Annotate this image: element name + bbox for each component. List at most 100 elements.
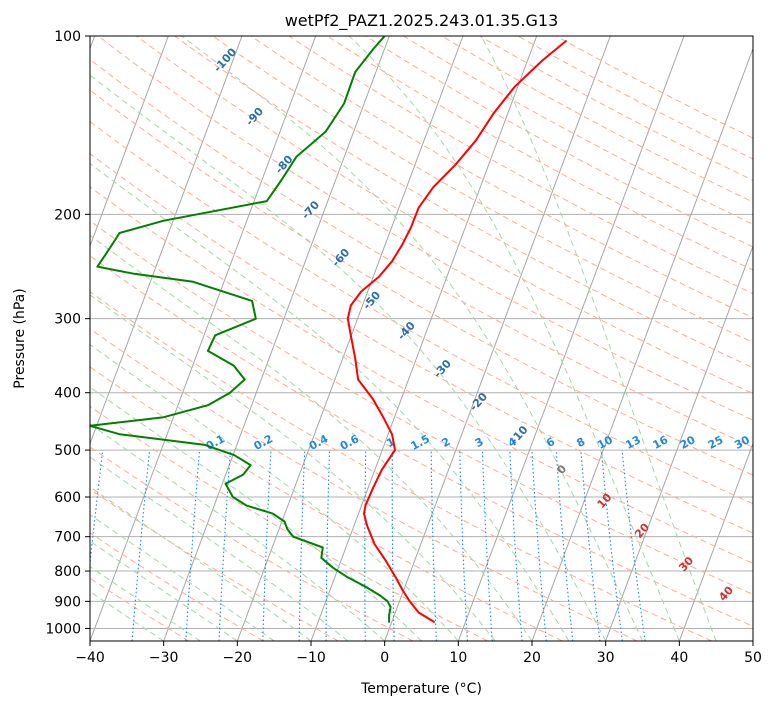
mixing-ratio-label: 3 bbox=[473, 435, 486, 450]
dry-adiabat-line bbox=[441, 36, 753, 203]
isotherm-line bbox=[752, 639, 753, 641]
skewed-isotherms bbox=[90, 36, 753, 641]
dry-adiabat-line bbox=[288, 36, 753, 295]
y-tick-label: 1000 bbox=[45, 621, 81, 637]
dry-adiabat-line bbox=[90, 120, 753, 505]
pressure-gridlines bbox=[90, 36, 753, 629]
dry-adiabat-line bbox=[212, 36, 753, 344]
mixing-ratio-label: 36 bbox=[759, 433, 775, 452]
dry-adiabat-line bbox=[90, 488, 339, 641]
profile-series bbox=[90, 36, 567, 623]
x-tick-label: 50 bbox=[744, 650, 762, 666]
moist-adiabat-line bbox=[90, 294, 496, 641]
dry-adiabat-line bbox=[97, 36, 753, 421]
x-tick-label: −10 bbox=[296, 650, 326, 666]
mixing-ratio-label: 16 bbox=[651, 433, 671, 452]
dry-adiabat-line bbox=[90, 532, 264, 641]
plot-frame bbox=[89, 35, 754, 642]
isotherm-line bbox=[310, 36, 538, 641]
axes: −40 −30 −20 −10 0 10 20 30 40 5010009008007006005… bbox=[45, 29, 762, 666]
mixing-ratio-line bbox=[325, 450, 331, 641]
dry-adiabat-line bbox=[174, 36, 753, 369]
mixing-ratio-line bbox=[185, 450, 201, 641]
isotherm-line bbox=[605, 244, 753, 641]
mixing-ratio-line bbox=[459, 450, 469, 641]
dry-adiabat-line bbox=[403, 36, 753, 225]
isotherm-line bbox=[678, 442, 753, 641]
x-tick-label: −30 bbox=[149, 650, 179, 666]
mixing-ratio-line bbox=[131, 450, 151, 641]
dry-adiabat-line bbox=[90, 577, 190, 641]
dry-adiabat-line bbox=[326, 36, 753, 271]
x-tick-label: −20 bbox=[223, 650, 253, 666]
dry-adiabat-line bbox=[136, 36, 753, 395]
mixing-ratio-line bbox=[580, 450, 601, 641]
isotherm-line bbox=[531, 47, 753, 641]
isotherm-line bbox=[90, 36, 317, 641]
moist-adiabat-line bbox=[90, 162, 570, 641]
y-tick-label: 500 bbox=[54, 443, 81, 459]
dry-adiabat-line bbox=[250, 36, 753, 319]
y-tick-label: 700 bbox=[54, 530, 81, 546]
y-tick-label: 300 bbox=[54, 312, 81, 328]
moist-adiabat-label: -40 bbox=[395, 319, 418, 343]
dry-adiabat-line bbox=[90, 255, 753, 627]
moist-adiabat-line bbox=[90, 540, 238, 641]
mixing-ratio-label: 6 bbox=[544, 435, 557, 450]
mixing-ratio-line bbox=[531, 450, 547, 641]
mixing-ratio-label: 2 bbox=[440, 435, 453, 450]
moist-adiabat-label: -100 bbox=[211, 45, 239, 74]
moist-adiabat-line bbox=[90, 423, 386, 641]
mixing-ratio-line bbox=[600, 450, 623, 641]
y-tick-label: 600 bbox=[54, 490, 81, 506]
x-tick-label: −40 bbox=[75, 650, 105, 666]
mixing-ratio-line bbox=[298, 450, 306, 641]
y-tick-label: 200 bbox=[54, 207, 81, 223]
isotherm-line bbox=[457, 36, 685, 641]
dry-adiabat-line bbox=[90, 328, 638, 641]
mixing-ratio-label: 10 bbox=[595, 433, 615, 452]
moist-adiabat-label: -30 bbox=[431, 357, 454, 381]
isotherm-line bbox=[90, 36, 243, 445]
moist-adiabat-label: -90 bbox=[243, 105, 266, 129]
x-tick-label: 30 bbox=[597, 650, 615, 666]
moist-adiabat-line bbox=[90, 486, 312, 641]
isotherm-line bbox=[384, 36, 611, 641]
mixing-ratio-line bbox=[364, 450, 367, 641]
moist-adiabat-label: -50 bbox=[360, 289, 383, 313]
y-tick-label: 100 bbox=[54, 29, 81, 45]
dry-adiabat-line bbox=[90, 186, 753, 564]
moist-adiabat-line bbox=[480, 36, 717, 641]
mixing-ratio-label: 8 bbox=[574, 435, 587, 450]
dry-adiabat-line bbox=[517, 36, 753, 160]
x-tick-label: 40 bbox=[670, 650, 688, 666]
mixing-ratio-label: 13 bbox=[623, 433, 643, 452]
dewpoint-line bbox=[90, 36, 392, 623]
dry-adiabat-line bbox=[365, 36, 753, 248]
isotherm-line bbox=[163, 36, 390, 641]
moist-adiabat-line bbox=[90, 566, 201, 641]
dry-adiabat-line bbox=[90, 405, 488, 641]
temperature-line bbox=[346, 40, 567, 623]
moist-adiabat-label: -60 bbox=[329, 246, 352, 270]
moist-adiabat-line bbox=[90, 74, 607, 641]
dry-adiabat-line bbox=[90, 366, 563, 641]
isotherm-line bbox=[236, 36, 464, 641]
mixing-ratio-lines bbox=[90, 450, 646, 641]
mixing-ratio-label: 25 bbox=[706, 433, 726, 452]
mixing-ratio-line bbox=[555, 450, 574, 641]
moist-adiabat-line bbox=[348, 36, 680, 641]
dry-adiabat-line bbox=[479, 36, 753, 181]
moist-adiabat-label: -70 bbox=[299, 198, 322, 222]
moist-adiabat-line bbox=[90, 343, 459, 641]
x-axis-label: Temperature (°C) bbox=[360, 681, 482, 697]
mixing-ratio-label: 20 bbox=[678, 433, 698, 452]
mixing-ratio-line bbox=[621, 450, 646, 641]
dry-adiabat-line bbox=[555, 36, 753, 139]
mixing-ratio-line bbox=[481, 450, 493, 641]
y-tick-label: 800 bbox=[54, 564, 81, 580]
x-tick-label: 10 bbox=[449, 650, 467, 666]
mixing-ratio-line bbox=[391, 450, 395, 641]
